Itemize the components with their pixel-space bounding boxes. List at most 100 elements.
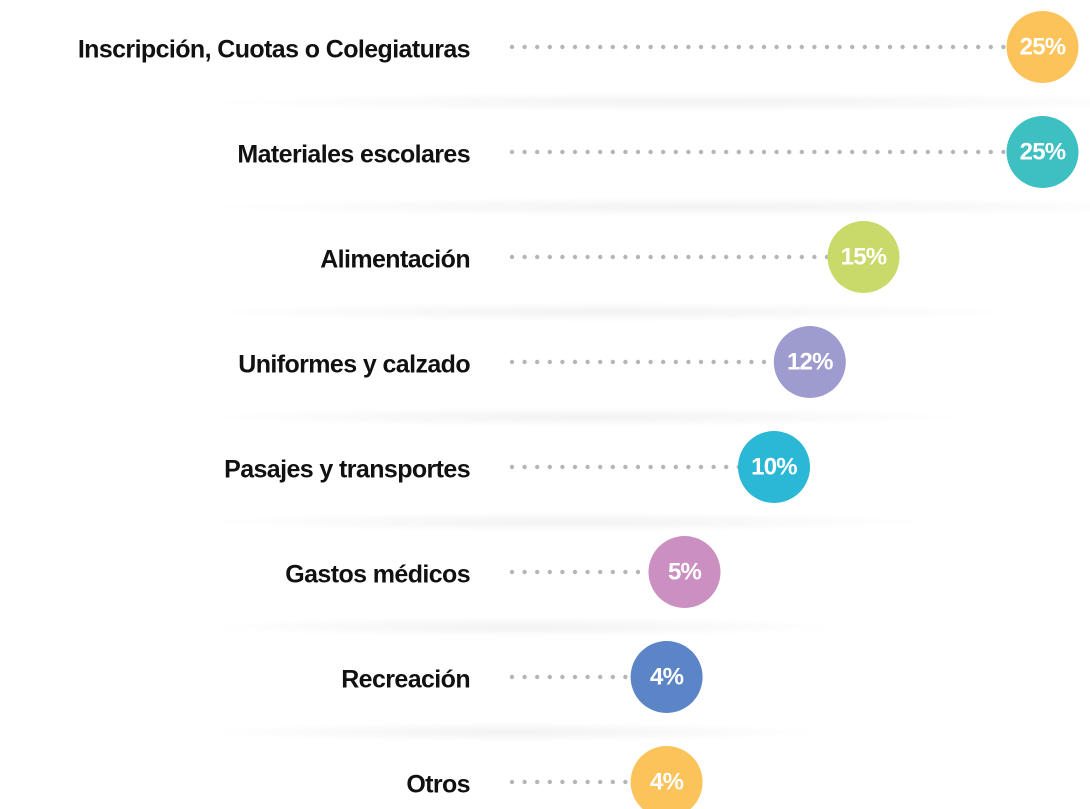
dot-leader: [673, 359, 678, 365]
dot-leader: [661, 254, 666, 260]
category-label: Otros: [406, 771, 470, 799]
dot-leader: [572, 569, 578, 575]
dot-leader: [799, 149, 804, 155]
dot-leader: [761, 359, 767, 365]
dot-leader: [560, 359, 565, 365]
dot-leader: [572, 359, 578, 365]
dot-leader: [623, 254, 628, 260]
dot-leader: [535, 359, 540, 365]
dot-leader: [522, 44, 527, 50]
value-circle: [827, 221, 900, 293]
dot-leader: [610, 149, 615, 155]
row-shadow: [200, 407, 970, 427]
dot-leader: [913, 44, 918, 50]
dot-leader: [686, 359, 691, 365]
dot-leader: [635, 149, 641, 155]
dot-leader: [673, 44, 678, 50]
value-circle: [738, 431, 810, 503]
dot-leader: [963, 44, 968, 50]
value-label: 25%: [1020, 33, 1066, 60]
dot-leader: [635, 359, 641, 365]
row-shadow: [200, 722, 827, 742]
dot-leader: [661, 359, 666, 365]
dot-leader: [774, 149, 779, 155]
dot-leader: [698, 464, 704, 470]
dot-leader: [698, 254, 704, 260]
dot-leader: [686, 44, 691, 50]
dot-leader: [837, 44, 842, 50]
dot-leader: [837, 149, 842, 155]
dot-leader: [547, 674, 552, 680]
dot-leader: [988, 149, 993, 155]
value-circle: [1006, 116, 1079, 188]
dot-leader: [509, 149, 515, 155]
dot-leader: [585, 674, 590, 680]
dot-leader: [572, 464, 578, 470]
dot-leader: [509, 44, 515, 50]
dot-leader: [547, 779, 552, 785]
dot-leader: [976, 149, 981, 155]
dot-leader: [585, 44, 590, 50]
dot-leader: [850, 149, 855, 155]
dot-leader: [509, 359, 515, 365]
dot-leader: [535, 44, 540, 50]
dot-leader: [522, 464, 527, 470]
dot-leader: [698, 44, 704, 50]
dot-leader: [774, 254, 779, 260]
dot-leader: [963, 149, 968, 155]
value-circle: [648, 536, 721, 608]
dot-leader: [598, 569, 603, 575]
row-shadow: [200, 617, 845, 637]
dot-leader: [509, 254, 515, 260]
dot-leader: [862, 44, 867, 50]
dot-leader: [711, 44, 716, 50]
value-circle: [630, 641, 703, 713]
dot-leader: [585, 254, 590, 260]
value-label: 10%: [751, 453, 797, 480]
dot-leader: [585, 149, 590, 155]
dot-leader: [585, 359, 590, 365]
dot-leader: [673, 464, 678, 470]
dot-leader: [850, 44, 855, 50]
dot-leader: [623, 674, 628, 680]
dot-leader: [560, 464, 565, 470]
dot-leader: [887, 149, 893, 155]
dot-leader: [572, 779, 578, 785]
dot-leader: [736, 254, 741, 260]
dot-leader: [623, 359, 628, 365]
dot-leader: [648, 464, 653, 470]
dot-leader: [598, 254, 603, 260]
dot-leader: [535, 149, 540, 155]
value-circle: [630, 746, 703, 809]
dot-leader: [535, 569, 540, 575]
dot-leader: [585, 779, 590, 785]
dot-leader: [724, 359, 729, 365]
category-label: Pasajes y transportes: [224, 456, 470, 484]
dot-leader: [761, 254, 767, 260]
row-shadow: [200, 512, 934, 532]
value-label: 15%: [841, 243, 887, 270]
dot-leader: [661, 149, 666, 155]
dot-leader: [572, 254, 578, 260]
value-label: 4%: [650, 768, 684, 795]
dot-leader: [761, 149, 767, 155]
dot-leader: [547, 569, 552, 575]
dot-leader: [648, 149, 653, 155]
dot-leader: [938, 149, 943, 155]
dot-leader: [560, 569, 565, 575]
dot-leader: [535, 254, 540, 260]
dot-leader: [610, 464, 615, 470]
dot-leader: [572, 149, 578, 155]
dot-leader: [698, 149, 704, 155]
dot-leader: [547, 359, 552, 365]
row-shadow: [200, 92, 1090, 112]
dot-leader: [711, 254, 716, 260]
dot-leader: [560, 254, 565, 260]
dot-leader: [610, 569, 615, 575]
dot-leader: [875, 44, 880, 50]
dot-leader: [560, 44, 565, 50]
dot-leader: [724, 254, 729, 260]
dot-leader: [736, 149, 741, 155]
dot-leader: [635, 464, 641, 470]
value-label: 5%: [668, 558, 702, 585]
